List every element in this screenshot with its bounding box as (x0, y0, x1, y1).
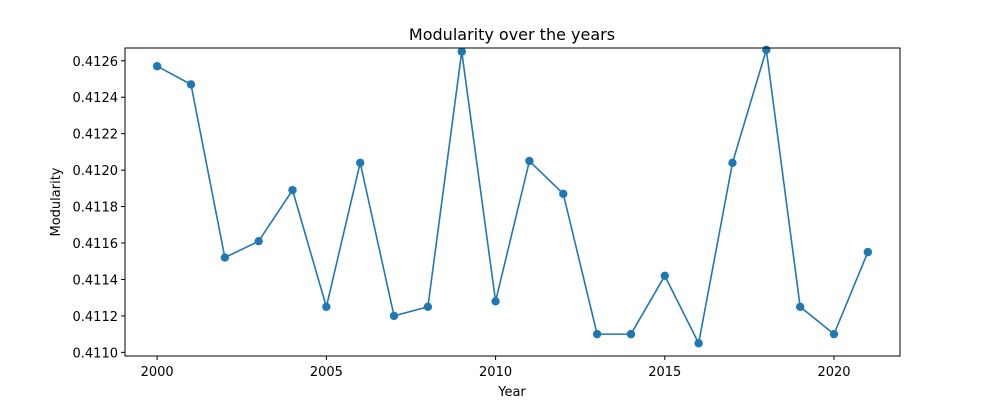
series-line (156, 49, 869, 346)
y-tick-label: 0.4122 (73, 128, 119, 143)
x-tick-label: 2010 (479, 365, 512, 380)
x-tick-label: 2015 (648, 365, 681, 380)
y-tick-label: 0.4118 (73, 201, 119, 216)
plot-frame (124, 47, 901, 357)
data-point (152, 62, 162, 71)
data-point (322, 302, 331, 311)
y-tick-label: 0.4112 (73, 310, 119, 325)
data-point (254, 236, 263, 246)
data-point (356, 158, 365, 168)
y-tick-label: 0.4116 (73, 237, 119, 252)
data-point (863, 247, 873, 257)
data-point (389, 311, 399, 321)
y-tick-label: 0.4120 (73, 164, 119, 179)
x-axis-label: Year (497, 385, 526, 400)
data-point (491, 297, 500, 306)
data-point (660, 271, 669, 281)
x-tick-label: 2000 (141, 365, 174, 380)
chart-title: Modularity over the years (409, 25, 615, 44)
data-point (559, 189, 568, 198)
plot-area: 2000 2005 2010 2015 2020 0.4110 0.4112 0.4114 0.… (73, 45, 873, 380)
data-point (728, 158, 737, 168)
y-tick-label: 0.4110 (73, 346, 119, 361)
y-axis-label: Modularity (49, 167, 64, 236)
data-point (694, 339, 703, 348)
data-point (762, 45, 771, 55)
y-tick-label: 0.4126 (73, 55, 119, 70)
data-point (457, 47, 466, 56)
data-point (592, 329, 602, 339)
data-point (288, 185, 297, 195)
data-point (525, 156, 534, 166)
data-point (795, 302, 805, 311)
x-tick-label: 2020 (817, 365, 850, 380)
y-tick-label: 0.4114 (73, 273, 119, 288)
data-point (186, 80, 196, 89)
data-point (829, 329, 839, 339)
data-point (423, 302, 433, 311)
x-tick-label: 2005 (310, 365, 343, 380)
data-point (626, 329, 636, 339)
y-tick-label: 0.4124 (73, 91, 119, 106)
data-point (220, 253, 230, 262)
